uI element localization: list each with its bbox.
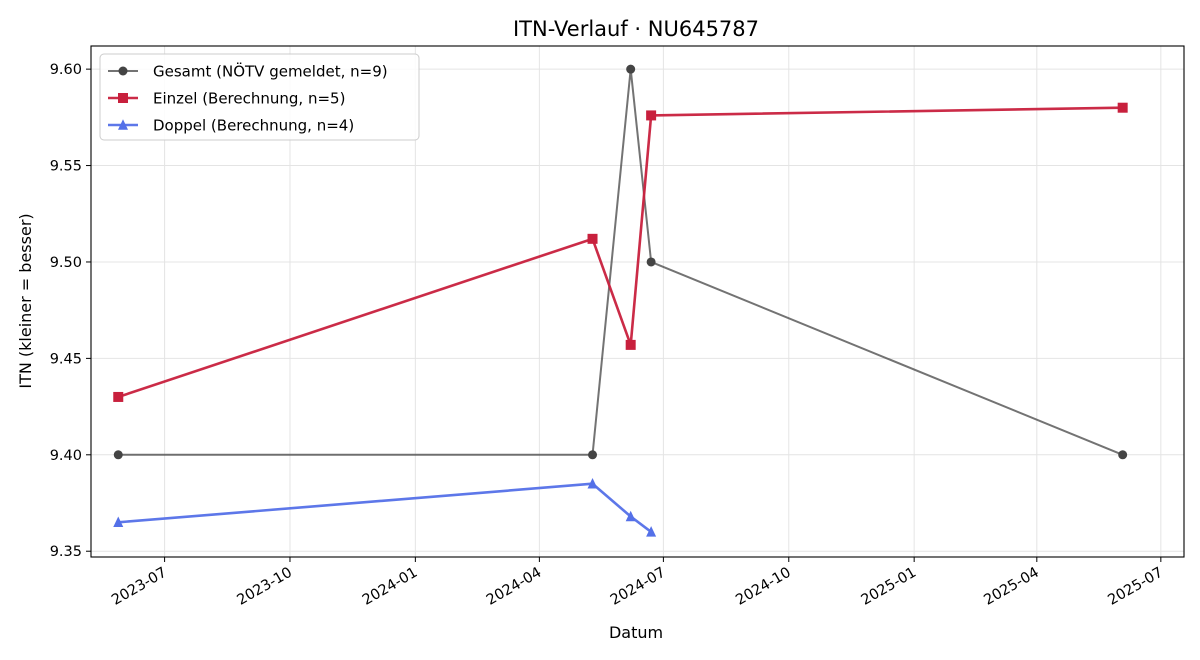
y-tick-label: 9.45	[50, 351, 82, 367]
legend-item: Gesamt (NÖTV gemeldet, n=9)	[108, 62, 388, 81]
x-axis-label: Datum	[609, 623, 663, 642]
data-point	[646, 110, 657, 121]
legend-marker	[118, 93, 128, 103]
legend: Gesamt (NÖTV gemeldet, n=9) Einzel (Berec…	[99, 53, 420, 141]
data-point	[1118, 450, 1128, 460]
x-tick-label: 2025-01	[859, 565, 919, 609]
y-axis: 9.35 9.40 9.45 9.50 9.55 9.60	[50, 62, 91, 560]
legend-label: Einzel (Berechnung, n=5)	[153, 90, 345, 108]
legend-marker	[118, 66, 128, 76]
y-tick-label: 9.40	[50, 448, 82, 464]
x-tick-label: 2024-10	[733, 565, 793, 609]
series-2	[113, 102, 1128, 402]
legend-item: Einzel (Berechnung, n=5)	[108, 90, 345, 108]
y-tick-label: 9.35	[50, 544, 82, 560]
y-tick-label: 9.60	[50, 62, 82, 78]
x-tick-label: 2024-07	[608, 565, 668, 609]
legend-label: Gesamt (NÖTV gemeldet, n=9)	[153, 62, 388, 81]
data-point	[1117, 102, 1128, 113]
x-tick-label: 2024-01	[360, 565, 420, 609]
series-1	[113, 64, 1128, 460]
y-tick-label: 9.50	[50, 255, 82, 271]
y-tick-label: 9.55	[50, 159, 82, 175]
data-point	[626, 64, 636, 74]
data-point	[587, 233, 598, 244]
data-point	[625, 510, 636, 522]
plot-frame	[90, 45, 1185, 558]
x-tick-label: 2024-04	[484, 565, 544, 609]
legend-marker	[118, 119, 128, 130]
chart-title: ITN-Verlauf · NU645787	[513, 17, 759, 41]
data-point	[646, 257, 656, 267]
series-3	[113, 477, 657, 537]
data-point	[646, 526, 657, 537]
series-layer	[113, 64, 1128, 537]
series-line	[117, 106, 1123, 399]
x-tick-label: 2025-04	[981, 565, 1041, 609]
data-point	[587, 477, 598, 489]
x-axis: 2023-07 2023-10 2024-01 2024-04 2024-07 2024-…	[109, 557, 1166, 609]
y-axis-label: ITN (kleiner = besser)	[16, 213, 35, 388]
x-tick-label: 2023-10	[234, 565, 294, 609]
x-tick-label: 2023-07	[109, 565, 169, 609]
data-point	[588, 450, 598, 460]
legend-box	[99, 53, 420, 141]
x-tick-label: 2025-07	[1105, 565, 1165, 609]
legend-label: Doppel (Berechnung, n=4)	[153, 117, 354, 135]
data-point	[113, 450, 123, 460]
legend-item: Doppel (Berechnung, n=4)	[108, 117, 354, 135]
series-line	[118, 482, 652, 533]
data-point	[625, 339, 636, 350]
data-point	[113, 516, 124, 528]
data-point	[113, 391, 124, 402]
